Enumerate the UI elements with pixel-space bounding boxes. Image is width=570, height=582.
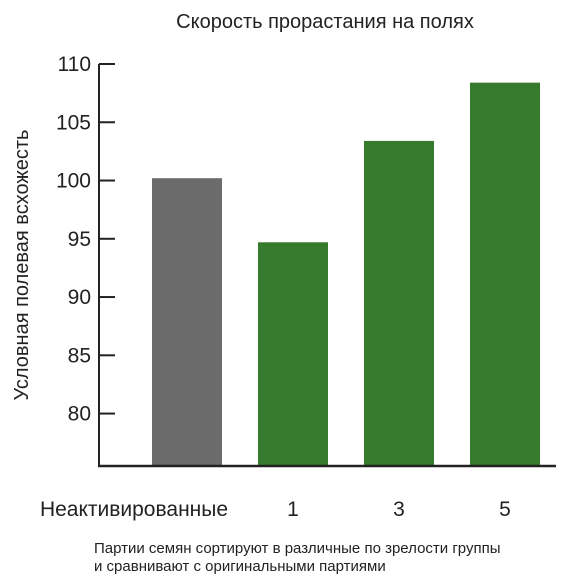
x-category-label: 1 [287, 498, 299, 521]
bar-3 [364, 140, 434, 466]
footnote-line-2: и сравнивают с оригинальными партиями [94, 558, 386, 575]
bar-chart: Скорость прорастания на полях Условная п… [11, 11, 556, 521]
y-axis-ticks: 80 85 90 95 100 105 110 [56, 53, 115, 426]
y-axis-label: Условная полевая всхожесть [11, 130, 33, 401]
x-category-label: 3 [393, 498, 405, 521]
bar-2 [258, 242, 328, 466]
y-tick-label: 95 [68, 228, 91, 251]
x-category-label: Неактивированные [40, 498, 228, 521]
footnote: Партии семян сортируют в различные по зр… [94, 540, 564, 576]
chart-title: Скорость прорастания на полях [176, 11, 474, 33]
y-tick-label: 80 [68, 403, 91, 426]
bar-4 [470, 82, 540, 466]
y-tick-label: 100 [56, 170, 91, 193]
y-tick-label: 90 [68, 286, 91, 309]
y-tick-label: 110 [58, 53, 91, 76]
y-tick-label: 105 [56, 111, 91, 134]
x-category-label: 5 [499, 498, 511, 521]
bars-group [152, 82, 540, 467]
bar-1 [152, 178, 222, 467]
x-axis-labels: Неактивированные 1 3 5 [40, 498, 511, 521]
footnote-line-1: Партии семян сортируют в различные по зр… [94, 540, 501, 557]
y-tick-label: 85 [68, 344, 91, 367]
